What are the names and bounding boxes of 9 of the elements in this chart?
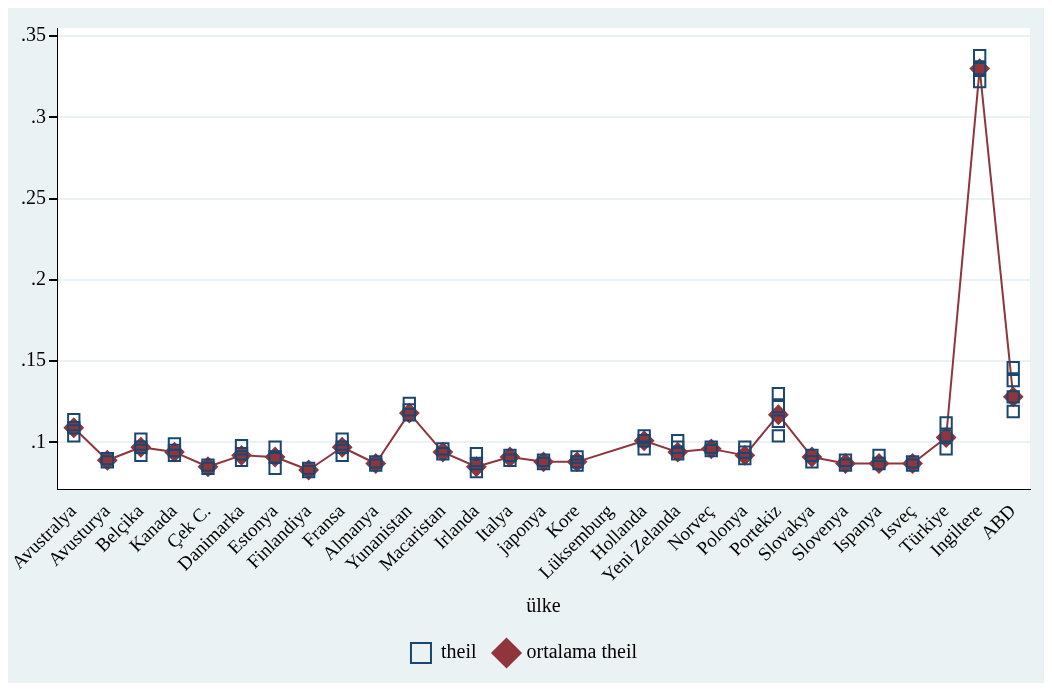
legend-label: theil — [440, 640, 477, 663]
y-tick-label: .2 — [31, 267, 46, 290]
y-tick-label: .15 — [21, 348, 46, 371]
legend-label: ortalama theil — [526, 640, 638, 663]
y-tick-label: .3 — [31, 104, 46, 127]
y-tick-label: .35 — [21, 23, 46, 46]
y-tick-label: .1 — [31, 429, 46, 452]
x-axis-title: ülke — [526, 594, 561, 617]
y-tick-label: .25 — [21, 185, 46, 208]
